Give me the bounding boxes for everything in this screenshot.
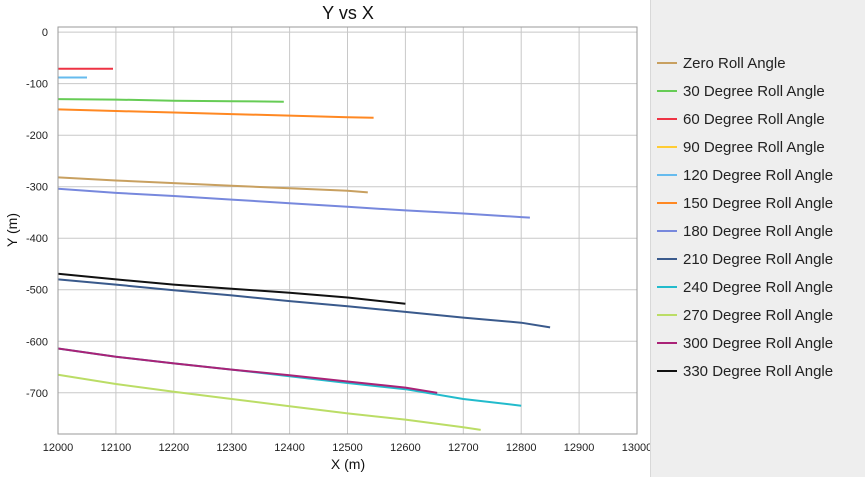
legend-label: 120 Degree Roll Angle [683, 166, 834, 184]
legend-swatch [657, 258, 677, 260]
legend-item: 270 Degree Roll Angle [657, 305, 833, 325]
legend-item: 60 Degree Roll Angle [657, 109, 825, 129]
legend-label: 300 Degree Roll Angle [683, 334, 834, 352]
chart-panel: Y vs X 12000 12100 12200 12300 12400 12500 126… [0, 0, 651, 477]
x-tick-label: 12500 [332, 442, 363, 454]
legend-label: 270 Degree Roll Angle [683, 306, 834, 324]
plot-frame [57, 26, 638, 435]
y-tick-label: -200 [26, 130, 48, 142]
legend-swatch [657, 202, 677, 204]
grid-layer [57, 27, 638, 434]
x-tick-label: 12800 [506, 442, 537, 454]
x-tick-label: 12700 [448, 442, 479, 454]
legend-label: Zero Roll Angle [683, 54, 786, 72]
legend-swatch [657, 174, 677, 176]
legend: Zero Roll Angle 30 Degree Roll Angle 60 De… [651, 0, 865, 477]
series-line-11 [57, 272, 406, 305]
legend-swatch [657, 370, 677, 372]
x-tick-label: 12000 [43, 442, 74, 454]
y-axis-label: Y (m) [4, 213, 20, 247]
legend-label: 30 Degree Roll Angle [683, 82, 825, 100]
legend-item: 150 Degree Roll Angle [657, 193, 833, 213]
legend-label: 180 Degree Roll Angle [683, 222, 834, 240]
y-tick-labels: 0 -100 -200 -300 -400 -500 -600 -700 [26, 27, 48, 400]
y-tick-label: -300 [26, 182, 48, 194]
legend-item: 30 Degree Roll Angle [657, 81, 825, 101]
x-tick-label: 12400 [274, 442, 305, 454]
chart-title: Y vs X [322, 3, 374, 23]
legend-label: 60 Degree Roll Angle [683, 110, 825, 128]
y-tick-label: -100 [26, 79, 48, 91]
legend-item: 300 Degree Roll Angle [657, 333, 833, 353]
legend-swatch [657, 342, 677, 344]
series-line-0 [57, 176, 368, 194]
series-line-1 [57, 98, 284, 103]
series-line-10 [57, 347, 438, 394]
series-line-5 [57, 108, 374, 119]
legend-label: 330 Degree Roll Angle [683, 362, 834, 380]
legend-label: 240 Degree Roll Angle [683, 278, 834, 296]
legend-swatch [657, 62, 677, 64]
x-tick-label: 12200 [159, 442, 190, 454]
legend-swatch [657, 90, 677, 92]
y-tick-label: -400 [26, 233, 48, 245]
legend-item: Zero Roll Angle [657, 53, 786, 73]
legend-swatch [657, 286, 677, 288]
series-layer [57, 67, 551, 431]
legend-label: 150 Degree Roll Angle [683, 194, 834, 212]
y-tick-label: -700 [26, 388, 48, 400]
x-tick-label: 12900 [564, 442, 595, 454]
legend-swatch [657, 146, 677, 148]
x-tick-labels: 12000 12100 12200 12300 12400 12500 12600 12700… [43, 442, 650, 454]
legend-swatch [657, 230, 677, 232]
legend-swatch [657, 314, 677, 316]
legend-item: 210 Degree Roll Angle [657, 249, 833, 269]
legend-item: 90 Degree Roll Angle [657, 137, 825, 157]
series-line-7 [57, 278, 551, 329]
legend-label: 90 Degree Roll Angle [683, 138, 825, 156]
legend-item: 240 Degree Roll Angle [657, 277, 833, 297]
x-tick-label: 12100 [101, 442, 132, 454]
chart-svg: Y vs X 12000 12100 12200 12300 12400 12500 126… [4, 3, 650, 472]
legend-item: 330 Degree Roll Angle [657, 361, 833, 381]
y-tick-label: -600 [26, 336, 48, 348]
legend-label: 210 Degree Roll Angle [683, 250, 834, 268]
legend-item: 180 Degree Roll Angle [657, 221, 833, 241]
x-tick-label: 12600 [390, 442, 421, 454]
x-tick-label: 12300 [216, 442, 247, 454]
y-tick-label: 0 [42, 27, 48, 39]
series-line-6 [57, 187, 530, 219]
legend-swatch [657, 118, 677, 120]
series-line-9 [57, 373, 481, 431]
y-tick-label: -500 [26, 285, 48, 297]
x-tick-label: 13000 [622, 442, 650, 454]
x-axis-label: X (m) [331, 456, 365, 472]
legend-item: 120 Degree Roll Angle [657, 165, 833, 185]
